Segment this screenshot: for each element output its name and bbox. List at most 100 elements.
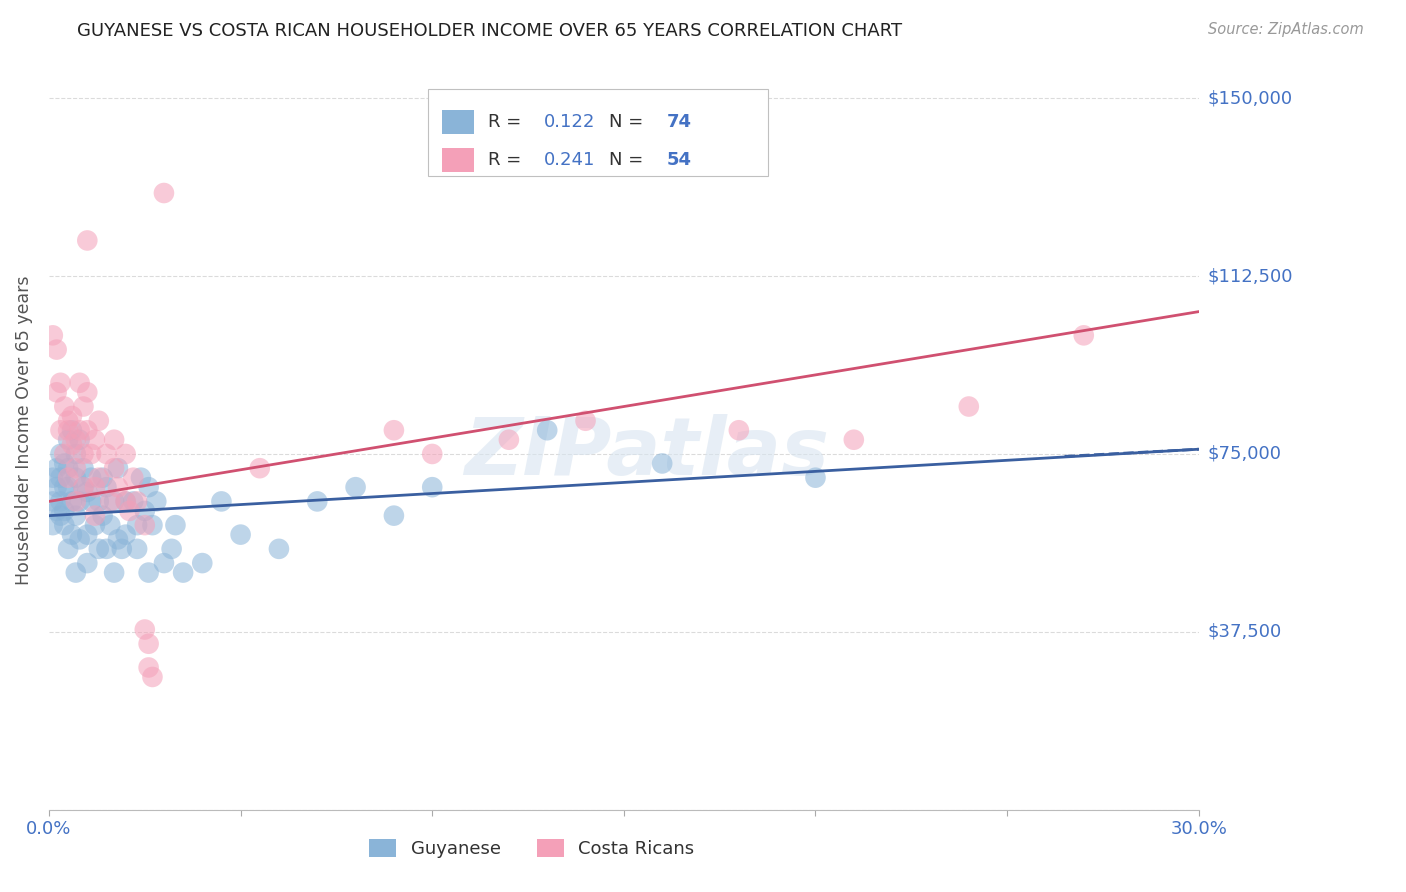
Text: Source: ZipAtlas.com: Source: ZipAtlas.com	[1208, 22, 1364, 37]
Point	[307, 494, 329, 508]
Point	[134, 623, 156, 637]
Point	[53, 457, 76, 471]
Point	[69, 533, 91, 547]
Point	[267, 541, 290, 556]
Point	[153, 556, 176, 570]
Text: $112,500: $112,500	[1208, 267, 1292, 285]
Point	[42, 471, 65, 485]
Point	[56, 480, 79, 494]
Point	[45, 343, 67, 357]
Point	[60, 423, 83, 437]
Point	[72, 480, 94, 494]
Point	[42, 494, 65, 508]
Point	[103, 461, 125, 475]
Point	[60, 409, 83, 423]
Point	[53, 400, 76, 414]
Text: $37,500: $37,500	[1208, 623, 1281, 640]
Point	[49, 508, 72, 523]
Point	[145, 494, 167, 508]
Point	[65, 494, 87, 508]
Point	[56, 433, 79, 447]
Point	[49, 447, 72, 461]
Point	[76, 423, 98, 437]
Point	[72, 447, 94, 461]
Point	[53, 504, 76, 518]
Text: 54: 54	[666, 152, 692, 169]
Point	[76, 556, 98, 570]
Point	[141, 518, 163, 533]
Text: GUYANESE VS COSTA RICAN HOUSEHOLDER INCOME OVER 65 YEARS CORRELATION CHART: GUYANESE VS COSTA RICAN HOUSEHOLDER INCO…	[77, 22, 903, 40]
Point	[138, 660, 160, 674]
Point	[60, 494, 83, 508]
Point	[153, 186, 176, 200]
Text: R =: R =	[488, 112, 527, 131]
Point	[65, 447, 87, 461]
Point	[72, 480, 94, 494]
Point	[842, 433, 865, 447]
Point	[382, 423, 405, 437]
Point	[141, 670, 163, 684]
Point	[114, 494, 136, 508]
Point	[65, 508, 87, 523]
Point	[209, 494, 232, 508]
Point	[114, 527, 136, 541]
Point	[56, 414, 79, 428]
Text: N =: N =	[609, 112, 650, 131]
Point	[84, 480, 107, 494]
Point	[651, 457, 673, 471]
Point	[65, 471, 87, 485]
Text: $150,000: $150,000	[1208, 89, 1292, 107]
Point	[49, 471, 72, 485]
Point	[344, 480, 367, 494]
Point	[957, 400, 980, 414]
Point	[65, 433, 87, 447]
Point	[56, 541, 79, 556]
Point	[60, 527, 83, 541]
Point	[96, 447, 118, 461]
Point	[53, 518, 76, 533]
Point	[98, 494, 121, 508]
Point	[122, 494, 145, 508]
Point	[138, 566, 160, 580]
Point	[127, 494, 149, 508]
Y-axis label: Householder Income Over 65 years: Householder Income Over 65 years	[15, 276, 32, 585]
Point	[91, 508, 114, 523]
Point	[49, 376, 72, 390]
Point	[498, 433, 520, 447]
Point	[420, 480, 443, 494]
Point	[84, 433, 107, 447]
Point	[49, 494, 72, 508]
Point	[56, 461, 79, 475]
Point	[80, 471, 103, 485]
Point	[1073, 328, 1095, 343]
Point	[382, 508, 405, 523]
Point	[84, 508, 107, 523]
Point	[69, 433, 91, 447]
Point	[138, 637, 160, 651]
Point	[107, 533, 129, 547]
Point	[87, 541, 110, 556]
Point	[103, 566, 125, 580]
Point	[69, 423, 91, 437]
Point	[56, 423, 79, 437]
Text: $75,000: $75,000	[1208, 445, 1281, 463]
Point	[80, 494, 103, 508]
Point	[91, 471, 114, 485]
Point	[87, 471, 110, 485]
Point	[53, 480, 76, 494]
Point	[42, 518, 65, 533]
Point	[87, 494, 110, 508]
Point	[87, 414, 110, 428]
Point	[65, 461, 87, 475]
Text: 0.241: 0.241	[543, 152, 595, 169]
Point	[536, 423, 558, 437]
Text: ZIPatlas: ZIPatlas	[464, 414, 830, 492]
Point	[129, 471, 152, 485]
FancyBboxPatch shape	[443, 148, 474, 172]
Point	[84, 518, 107, 533]
Point	[107, 461, 129, 475]
Legend: Guyanese, Costa Ricans: Guyanese, Costa Ricans	[361, 831, 702, 865]
Point	[45, 461, 67, 475]
Point	[122, 471, 145, 485]
Point	[420, 447, 443, 461]
